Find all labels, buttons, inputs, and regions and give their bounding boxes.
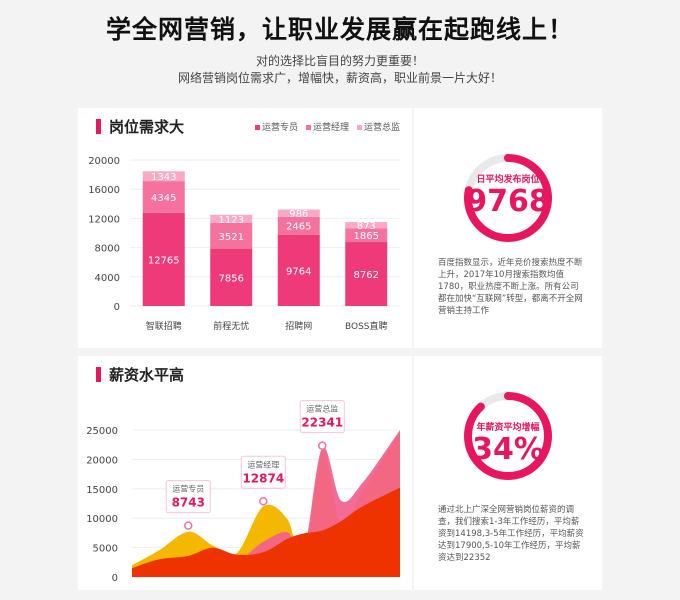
annotation-point bbox=[318, 441, 327, 450]
hero-title: 学全网营销，让职业发展赢在起跑线上！ bbox=[105, 15, 574, 44]
bar-segment bbox=[345, 242, 388, 306]
y-tick-label: 12000 bbox=[88, 214, 120, 225]
y-tick-label: 20000 bbox=[88, 156, 120, 167]
demand-bar-chart: 0 4000 8000 12000 16000 20000 12765 4345 1343 智联招… bbox=[88, 156, 400, 332]
annotation-value: 22341 bbox=[301, 416, 343, 430]
bar-value-label: 8762 bbox=[354, 270, 379, 281]
y-tick-label: 16000 bbox=[88, 185, 120, 196]
annotation-label: 运营经理 bbox=[247, 459, 279, 469]
bar-value-label: 1343 bbox=[151, 172, 176, 183]
bar-value-label: 873 bbox=[357, 221, 376, 232]
area-series bbox=[132, 487, 400, 577]
bar-value-label: 7856 bbox=[219, 273, 244, 284]
salary-side-panel: 年薪资平均增幅 34% 通过北上广深全网营销岗位薪资的调查，我们搜索1-3年工作… bbox=[414, 356, 602, 590]
bar-value-label: 9764 bbox=[286, 266, 311, 277]
annotation-box bbox=[299, 400, 345, 434]
salary-title-text: 薪资水平高 bbox=[109, 365, 185, 384]
bar-value-label: 986 bbox=[289, 209, 308, 220]
demand-ring-progress bbox=[464, 154, 552, 242]
title-accent-bar bbox=[96, 118, 101, 134]
bar-value-label: 12765 bbox=[148, 255, 180, 266]
legend-item-0: 运营专员 bbox=[254, 120, 298, 133]
bar-segment bbox=[345, 222, 388, 229]
salary-area-chart: 0 5000 10000 15000 20000 25000 运营专员 8743 运营经理 128… bbox=[86, 400, 400, 584]
x-category-label: 智联招聘 bbox=[146, 320, 182, 332]
y-tick-label: 15000 bbox=[86, 485, 118, 496]
bar-segment bbox=[210, 248, 253, 306]
annotation-point bbox=[184, 521, 193, 530]
annotation-box bbox=[165, 480, 211, 514]
hero-subtitle-2: 网络营销岗位需求广，增幅快，薪资高，职业前景一片大好！ bbox=[177, 71, 502, 85]
bar-value-label: 4345 bbox=[151, 193, 176, 204]
demand-legend: 运营专员 运营经理 运营总监 bbox=[254, 120, 400, 133]
demand-title-text: 岗位需求大 bbox=[109, 117, 185, 136]
bar-value-label: 3521 bbox=[219, 232, 244, 243]
y-tick-label: 10000 bbox=[86, 514, 118, 525]
bar-value-label: 2465 bbox=[286, 222, 311, 233]
y-tick-label: 5000 bbox=[93, 544, 118, 555]
legend-item-1: 运营经理 bbox=[305, 120, 349, 133]
bar-segment bbox=[345, 228, 388, 243]
hero-subtitle-1: 对的选择比盲目的努力更重要！ bbox=[255, 54, 424, 68]
bar-segment bbox=[210, 214, 253, 223]
bar-segment bbox=[142, 181, 185, 213]
demand-title: 岗位需求大 bbox=[78, 108, 184, 144]
bar-value-label: 1123 bbox=[219, 215, 244, 226]
title-accent-bar bbox=[96, 366, 101, 382]
hero-header: 学全网营销，让职业发展赢在起跑线上！ 对的选择比盲目的努力更重要！ 网络营销岗位… bbox=[0, 0, 680, 108]
legend-label-2: 运营总监 bbox=[363, 123, 400, 133]
salary-ring-label: 年薪资平均增幅 bbox=[476, 423, 540, 433]
salary-chart-card: 薪资水平高 0 5000 10000 15000 20000 25000 运营专员 8743 运… bbox=[78, 356, 412, 590]
demand-chart-card: 岗位需求大 运营专员 运营经理 运营总监 0 4000 8000 12000 16000… bbox=[78, 108, 412, 348]
x-category-label: 前程无忧 bbox=[213, 320, 249, 332]
demand-ring-label: 日平均发布岗位 bbox=[476, 175, 540, 185]
demand-ring bbox=[464, 154, 552, 242]
legend-label-1: 运营经理 bbox=[312, 123, 349, 133]
salary-ring-value: 34% bbox=[472, 432, 544, 467]
bar-segment bbox=[142, 212, 185, 306]
bar-segment bbox=[142, 171, 185, 182]
legend-item-2: 运营总监 bbox=[356, 120, 400, 133]
demand-side-panel: 日平均发布岗位 9768 百度指数显示，近年竞价搜索热度不断上升，2017年10… bbox=[414, 108, 602, 348]
annotation-point bbox=[259, 497, 268, 506]
demand-ring-value: 9768 bbox=[466, 184, 550, 219]
legend-label-0: 运营专员 bbox=[261, 123, 298, 133]
x-category-label: BOSS直聘 bbox=[345, 320, 388, 332]
y-tick-label: 8000 bbox=[95, 244, 120, 255]
demand-description: 百度指数显示，近年竞价搜索热度不断上升，2017年10月搜索指数均值1780，职… bbox=[438, 258, 583, 316]
y-tick-label: 0 bbox=[112, 573, 118, 584]
x-category-label: 招聘网 bbox=[285, 320, 312, 332]
y-tick-label: 25000 bbox=[86, 426, 118, 437]
y-tick-label: 20000 bbox=[86, 455, 118, 466]
salary-description: 通过北上广深全网营销岗位薪资的调查，我们搜索1-3年工作经历，平均薪资到1419… bbox=[438, 505, 584, 563]
annotation-label: 运营专员 bbox=[172, 484, 204, 494]
annotation-value: 8743 bbox=[172, 496, 205, 510]
bar-segment bbox=[277, 234, 320, 306]
annotation-value: 12874 bbox=[242, 471, 284, 485]
bar-segment bbox=[277, 209, 320, 217]
y-tick-label: 4000 bbox=[95, 273, 120, 284]
salary-ring bbox=[464, 392, 552, 480]
annotation-box bbox=[240, 455, 286, 489]
bar-segment bbox=[210, 222, 253, 249]
salary-title: 薪资水平高 bbox=[78, 356, 184, 392]
salary-ring-progress bbox=[464, 392, 552, 480]
bar-segment bbox=[277, 216, 320, 235]
annotation-label: 运营总监 bbox=[306, 404, 338, 414]
y-tick-label: 0 bbox=[114, 302, 120, 313]
bar-value-label: 1865 bbox=[354, 231, 379, 242]
